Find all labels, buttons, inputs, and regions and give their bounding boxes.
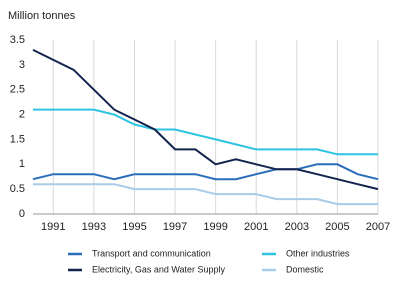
- data-line: [32, 163, 379, 181]
- x-tick-label: 2003: [285, 221, 309, 233]
- y-tick-label: 2: [19, 108, 25, 120]
- y-tick-label: 1.5: [10, 133, 25, 145]
- x-tick-label: 1995: [122, 221, 146, 233]
- x-tick-label: 1997: [163, 221, 187, 233]
- y-tick-label: 0: [19, 208, 25, 220]
- data-line: [32, 49, 379, 191]
- legend-label: Domestic: [286, 264, 324, 274]
- x-tick-label: 2007: [366, 221, 390, 233]
- x-tick-label: 1993: [82, 221, 106, 233]
- data-line: [33, 183, 378, 206]
- legend-label: Electricity, Gas and Water Supply: [92, 264, 226, 274]
- y-axis-label: Million tonnes: [8, 10, 76, 22]
- y-tick-label: 3.5: [10, 34, 25, 46]
- x-tick-label: 1999: [203, 221, 227, 233]
- y-tick-label: 2.5: [10, 84, 25, 96]
- data-line: [33, 108, 378, 156]
- y-tick-label: 0.5: [10, 183, 25, 195]
- legend-label: Other industries: [286, 248, 350, 258]
- y-tick-label: 3: [19, 59, 25, 71]
- x-tick-label: 1991: [41, 221, 65, 233]
- legend-label: Transport and communication: [92, 248, 211, 258]
- legend: Transport and communication Other industr…: [68, 248, 350, 274]
- y-tick-label: 1: [19, 158, 25, 170]
- x-tick-label: 2005: [325, 221, 349, 233]
- x-tick-label: 2001: [244, 221, 268, 233]
